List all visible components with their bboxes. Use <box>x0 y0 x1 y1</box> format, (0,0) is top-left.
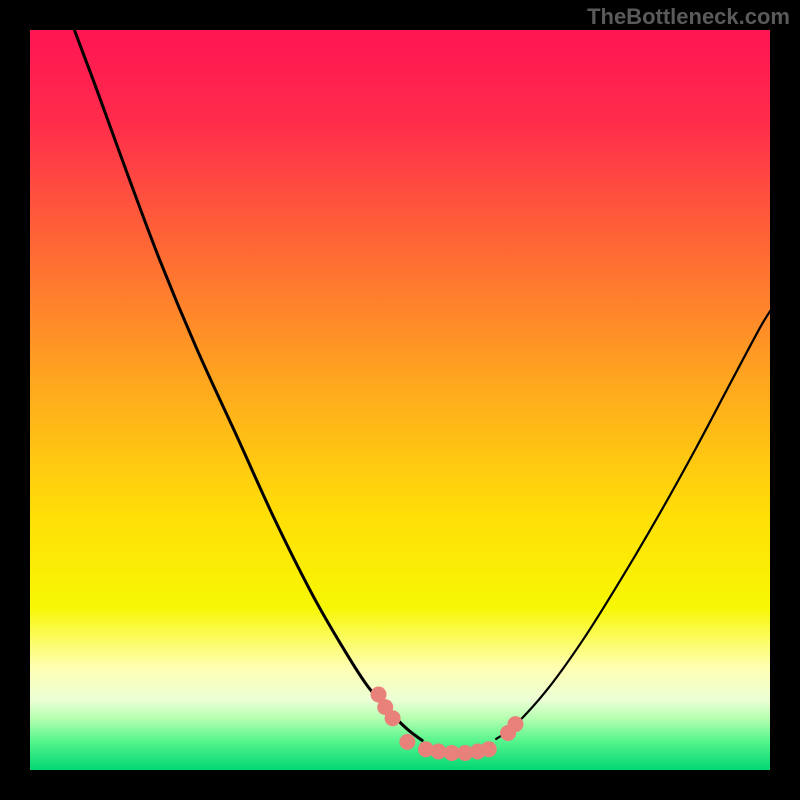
plot-area <box>30 30 770 770</box>
marker-point <box>507 716 523 732</box>
marker-point <box>385 710 401 726</box>
chart-frame: TheBottleneck.com <box>0 0 800 800</box>
gradient-background <box>30 30 770 770</box>
marker-point <box>481 741 497 757</box>
plot-svg <box>30 30 770 770</box>
marker-point <box>399 734 415 750</box>
watermark-label: TheBottleneck.com <box>587 4 790 30</box>
